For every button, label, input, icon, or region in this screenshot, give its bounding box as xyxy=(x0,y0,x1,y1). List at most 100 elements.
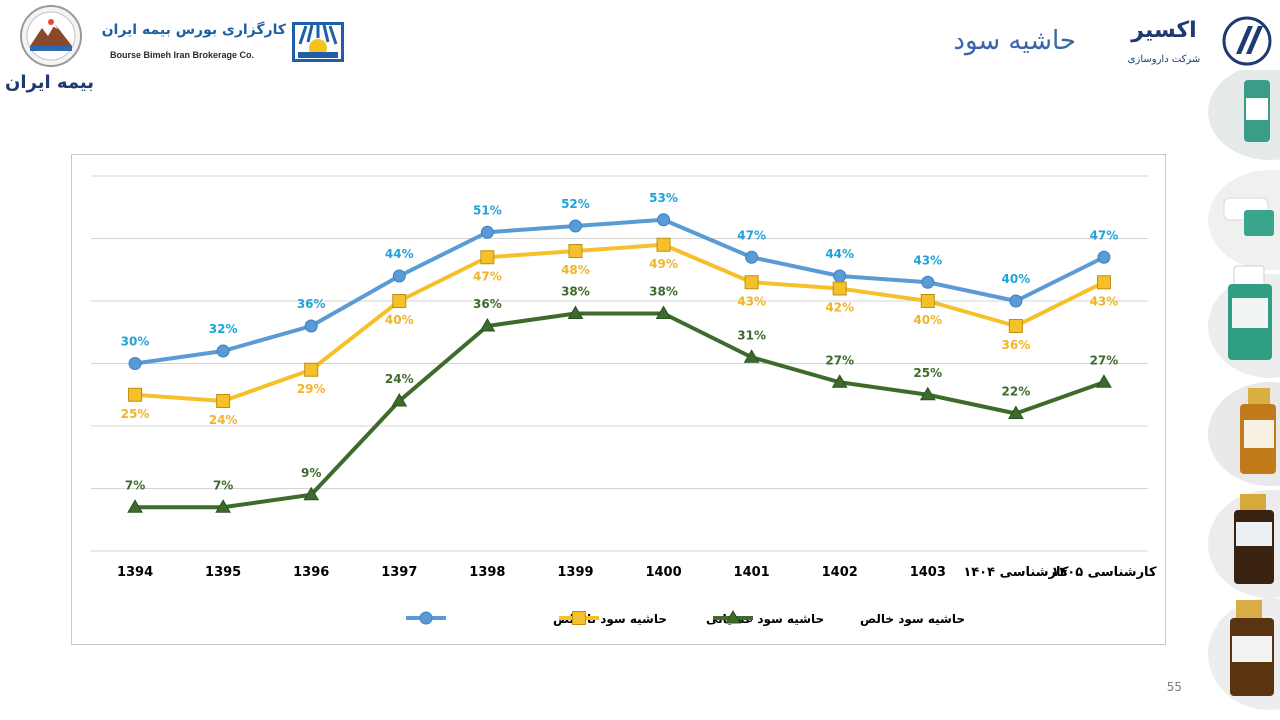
data-point xyxy=(480,250,495,265)
data-label: 30% xyxy=(121,335,150,349)
data-point xyxy=(391,393,408,407)
x-tick-label: 1399 xyxy=(557,565,593,580)
data-point xyxy=(568,244,583,258)
legend-marker xyxy=(572,611,586,625)
data-label: 43% xyxy=(1090,294,1119,308)
data-label: 43% xyxy=(913,253,942,267)
profit-margin-chart: 1394 1395 1396 1397 1398 1399 1400 1401 1402 1403… xyxy=(91,175,1157,627)
data-point xyxy=(568,219,582,233)
x-tick-label: 1394 xyxy=(117,565,153,580)
data-label: 40% xyxy=(913,313,942,327)
broker-name-en: Bourse Bimeh Iran Brokerage Co. xyxy=(110,50,255,60)
data-label: 42% xyxy=(825,301,854,315)
product-image xyxy=(1208,382,1280,486)
data-label: 44% xyxy=(825,247,854,261)
data-point xyxy=(832,281,847,296)
data-point xyxy=(655,305,672,319)
data-point xyxy=(744,275,759,290)
data-label: 9% xyxy=(301,466,321,480)
data-point xyxy=(304,319,318,333)
series-line xyxy=(134,217,1105,366)
data-point xyxy=(216,394,231,408)
data-point xyxy=(743,349,760,363)
data-point xyxy=(1008,319,1023,333)
series-line xyxy=(135,311,1105,510)
x-tick-label: 1395 xyxy=(205,565,241,580)
insurer-name: بیمه ایران xyxy=(4,72,94,93)
data-point xyxy=(392,269,406,283)
data-point xyxy=(656,237,671,252)
data-point xyxy=(128,387,143,402)
x-tick-label: 1397 xyxy=(381,565,417,580)
bimeh-iran-logo: بیمه ایران xyxy=(4,2,94,98)
data-point xyxy=(833,269,847,283)
data-point xyxy=(1097,250,1111,264)
company-logo: اکسیر شرکت داروسازی xyxy=(1116,18,1212,74)
x-tick-label: کارشناسی ۱۴۰۵ xyxy=(1051,565,1157,580)
data-label: 40% xyxy=(385,313,414,327)
x-tick-label: 1403 xyxy=(910,565,946,580)
x-tick-label: کارشناسی ۱۴۰۴ xyxy=(963,565,1069,580)
data-label: 40% xyxy=(1002,272,1031,286)
data-label: 29% xyxy=(297,382,326,396)
data-label: 27% xyxy=(825,353,854,367)
x-tick-label: 1402 xyxy=(822,565,858,580)
data-label: 32% xyxy=(209,322,238,336)
data-point xyxy=(479,318,496,332)
data-label: 25% xyxy=(913,366,942,380)
series-line xyxy=(134,242,1105,403)
product-image xyxy=(1208,170,1280,270)
data-point xyxy=(919,386,936,401)
data-label: 51% xyxy=(473,203,502,217)
data-label: 24% xyxy=(209,413,238,427)
data-label: 48% xyxy=(561,263,590,277)
data-label: 31% xyxy=(737,328,766,342)
data-label: 24% xyxy=(385,372,414,386)
legend-label: حاشیه سود خالص xyxy=(860,612,965,627)
x-tick-label: 1401 xyxy=(734,565,770,580)
data-point xyxy=(745,250,759,264)
data-label: 47% xyxy=(1090,228,1119,242)
data-point xyxy=(215,499,231,513)
data-label: 49% xyxy=(649,257,678,271)
x-tick-label: 1400 xyxy=(645,565,681,580)
data-point xyxy=(920,294,935,308)
data-label: 7% xyxy=(213,478,233,492)
data-label: 44% xyxy=(385,247,414,261)
legend-marker xyxy=(419,611,433,625)
data-label: 47% xyxy=(473,269,502,283)
chart-frame: 1394 1395 1396 1397 1398 1399 1400 1401 1402 1403… xyxy=(71,154,1166,645)
x-tick-label: 1396 xyxy=(293,565,329,580)
data-point xyxy=(657,213,671,227)
data-label: 25% xyxy=(121,407,150,421)
data-point xyxy=(921,275,935,289)
broker-name-fa: کارگزاری بورس بیمه ایران xyxy=(101,22,286,38)
page-number: 55 xyxy=(1166,680,1182,694)
data-label: 43% xyxy=(737,294,766,308)
data-label: 47% xyxy=(737,228,766,242)
data-point xyxy=(392,294,407,308)
legend-marker xyxy=(725,610,741,624)
data-point xyxy=(1009,294,1023,308)
data-label: 36% xyxy=(297,297,326,311)
product-image xyxy=(1208,490,1280,598)
data-label: 36% xyxy=(1002,338,1031,352)
data-label: 38% xyxy=(649,285,678,299)
data-label: 38% xyxy=(561,285,590,299)
product-image xyxy=(1208,70,1280,160)
data-point xyxy=(127,499,143,513)
product-images-strip xyxy=(1208,70,1280,710)
company-name: اکسیر xyxy=(1131,18,1197,43)
data-point xyxy=(1096,374,1112,388)
data-point xyxy=(304,362,319,377)
company-subtitle: شرکت داروسازی xyxy=(1127,54,1201,65)
data-point xyxy=(303,486,320,501)
sunrise-emblem-icon xyxy=(292,22,344,62)
data-label: 53% xyxy=(649,191,678,205)
data-point xyxy=(1096,275,1111,290)
data-label: 27% xyxy=(1090,353,1119,367)
data-point xyxy=(480,225,494,239)
data-label: 22% xyxy=(1002,385,1031,399)
product-image xyxy=(1208,265,1280,378)
data-point xyxy=(216,344,230,358)
